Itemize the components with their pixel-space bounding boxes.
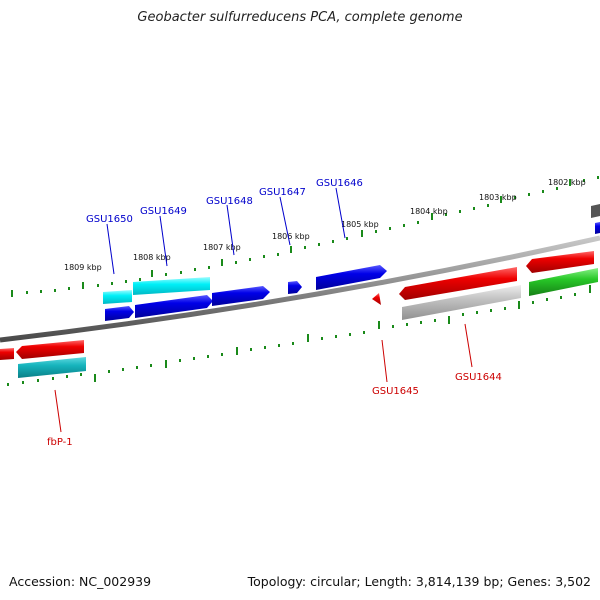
kbp-label-1808: 1808 kbp: [133, 253, 171, 262]
kbp-label-1802: 1802 kbp: [548, 178, 586, 187]
reverse-gene-labels: fbP-1 GSU1645 GSU1644: [47, 323, 502, 448]
other-feature-l[interactable]: [529, 268, 598, 296]
gene-feature-a[interactable]: [105, 306, 134, 321]
gene-feature-f[interactable]: [591, 204, 600, 218]
accession-text: Accession: NC_002939: [9, 574, 152, 589]
gene-label-gsu1647[interactable]: GSU1647: [259, 187, 306, 198]
gene-feature-j[interactable]: [399, 267, 517, 300]
rna-feature-gsu1649[interactable]: [133, 277, 210, 295]
gene-label-gsu1645[interactable]: GSU1645: [372, 386, 419, 397]
rna-feature-fbp-1[interactable]: [18, 357, 86, 378]
genome-summary-text: Topology: circular; Length: 3,814,139 bp…: [247, 574, 591, 589]
gene-label-gsu1646[interactable]: GSU1646: [316, 178, 363, 189]
kbp-label-1806: 1806 kbp: [272, 232, 310, 241]
kbp-label-1809: 1809 kbp: [64, 263, 102, 272]
gene-feature-e[interactable]: [316, 265, 387, 290]
kbp-label-1807: 1807 kbp: [203, 243, 241, 252]
lower-tick-ring: [7, 285, 591, 386]
gene-feature-g[interactable]: [595, 222, 600, 234]
rna-feature-gsu1650[interactable]: [103, 290, 132, 304]
gene-feature-c[interactable]: [212, 286, 270, 306]
kbp-label-1803: 1803 kbp: [479, 193, 517, 202]
map-title: Geobacter sulfurreducens PCA, complete g…: [137, 10, 463, 25]
gene-label-fbp-1[interactable]: fbP-1: [47, 437, 73, 448]
gene-feature-k[interactable]: [526, 251, 594, 273]
reverse-gene-track: [0, 251, 598, 378]
gene-label-gsu1649[interactable]: GSU1649: [140, 206, 187, 217]
gene-feature-i[interactable]: [16, 340, 84, 359]
kbp-label-1804: 1804 kbp: [410, 207, 448, 216]
upper-tick-ring: [11, 176, 599, 297]
gene-label-gsu1644[interactable]: GSU1644: [455, 372, 502, 383]
kbp-label-1805: 1805 kbp: [341, 220, 379, 229]
gene-feature-gsu1645[interactable]: [372, 293, 381, 305]
genome-backbone: [0, 235, 600, 343]
gene-feature-d[interactable]: [288, 281, 302, 294]
gene-feature-h[interactable]: [0, 348, 14, 360]
gene-label-gsu1648[interactable]: GSU1648: [206, 196, 253, 207]
forward-gene-track: [103, 204, 600, 321]
pseudo-feature-gsu1644[interactable]: [402, 285, 521, 320]
gene-label-gsu1650[interactable]: GSU1650: [86, 214, 133, 225]
forward-gene-labels: GSU1650 GSU1649 GSU1648 GSU1647 GSU1646: [86, 178, 363, 275]
gene-feature-b[interactable]: [135, 295, 213, 318]
